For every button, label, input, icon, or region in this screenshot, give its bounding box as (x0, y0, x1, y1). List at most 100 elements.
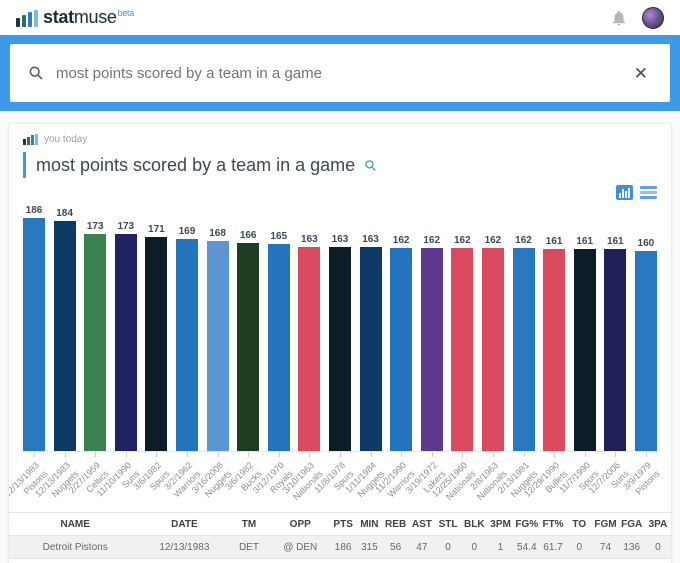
column-header: OPP (289, 518, 311, 530)
bar-nuggets-16[interactable] (512, 248, 535, 451)
column-header: BLK (464, 518, 485, 530)
bars-row: 186 12/13/1983 Pistons 184 12/13/1983 Nuggets… (9, 205, 661, 502)
bar-column: 161 12/29/1990 Bullets (522, 236, 569, 499)
bar-column: 168 3/16/2008 Nuggets (189, 228, 233, 499)
bar-lakers-13[interactable] (420, 248, 443, 451)
bar-value-label: 162 (453, 235, 471, 247)
query-title: most points scored by a team in a game (36, 154, 356, 175)
table-view-toggle-icon[interactable] (640, 186, 657, 199)
logo-text: statmusebeta (43, 7, 135, 27)
answer-card: you today most points scored by a team i… (8, 123, 672, 563)
table-cell: 0 (576, 541, 583, 553)
column-header: MIN (360, 518, 379, 530)
bar-value-label: 161 (576, 236, 594, 248)
bar-value-label: 186 (25, 205, 43, 216)
bar-value-label: 160 (637, 237, 655, 249)
bar-warriors-5[interactable] (175, 239, 198, 451)
bar-bucks-7[interactable] (237, 243, 260, 451)
chart-view-toggle-icon[interactable] (616, 185, 633, 200)
table-cell: 1 (497, 541, 504, 553)
bar-celtics-2[interactable] (84, 234, 107, 451)
table-cell: 0 (655, 541, 661, 553)
rerun-search-icon[interactable] (364, 159, 377, 172)
column-header: PTS (333, 518, 353, 530)
notifications-bell-icon[interactable] (610, 9, 628, 27)
clear-search-icon[interactable]: ✕ (633, 63, 648, 83)
bar-value-label: 166 (239, 230, 257, 242)
bar-column: 160 3/9/1979 Pistons (621, 237, 661, 497)
view-toggles (23, 185, 657, 200)
bar-pistons-20[interactable] (634, 250, 657, 451)
bar-nationals-9[interactable] (298, 246, 321, 451)
column-header: AST (411, 518, 432, 530)
bar-column: 162 2/8/1963 Nationals (468, 235, 508, 502)
table-cell: 47 (416, 541, 428, 553)
top-header: statmusebeta (0, 0, 680, 35)
bar-column: 162 2/13/1981 Nuggets (495, 235, 539, 499)
bar-nationals-15[interactable] (481, 248, 504, 451)
bar-column: 161 12/7/2006 Suns (587, 236, 631, 495)
stats-table: NAME DATE TM OPP PTS MIN REB AST STL BLK 3PM FG% FT%… (9, 512, 671, 559)
bar-spurs-18[interactable] (573, 249, 596, 451)
table-cell: 0 (445, 541, 451, 553)
bar-nuggets-1[interactable] (53, 220, 76, 451)
table-cell: 54.4 (517, 541, 537, 553)
column-header: NAME (60, 518, 90, 530)
column-header: FT% (542, 518, 564, 530)
table-cell: @ DEN (283, 541, 318, 553)
bar-nationals-14[interactable] (451, 248, 474, 451)
bar-column: 169 3/2/1962 Warriors (162, 226, 202, 499)
column-header: REB (385, 518, 407, 530)
bar-nuggets-6[interactable] (206, 240, 229, 451)
bar-column: 166 3/6/1982 Bucks (223, 230, 263, 493)
search-box: ✕ (10, 44, 670, 102)
bar-column: 163 11/8/1978 Spurs (312, 234, 355, 495)
table-cell: 0 (471, 541, 478, 553)
column-header: FG% (515, 518, 539, 530)
bar-pistons-0[interactable] (23, 218, 45, 451)
search-icon (29, 66, 43, 80)
bar-value-label: 162 (423, 235, 441, 247)
bar-bullets-17[interactable] (543, 249, 566, 451)
bar-spurs-10[interactable] (328, 246, 351, 451)
bar-column: 162 3/19/1972 Lakers (403, 235, 447, 495)
table-cell: 12/13/1983 (159, 541, 210, 553)
table-header-row: NAME DATE TM OPP PTS MIN REB AST STL BLK 3PM FG% FT%… (9, 513, 671, 535)
bar-suns-19[interactable] (604, 249, 627, 451)
column-header: FGM (594, 518, 617, 530)
table-cell: 315 (361, 541, 378, 553)
bar-column: 184 12/13/1983 Nuggets (33, 208, 80, 500)
bar-value-label: 162 (392, 235, 410, 247)
bar-value-label: 161 (545, 236, 563, 248)
column-header: STL (438, 518, 458, 530)
bar-spurs-4[interactable] (145, 236, 168, 451)
table-cell: Detroit Pistons (42, 541, 108, 553)
column-header: 3PA (648, 518, 668, 530)
bar-nuggets-11[interactable] (359, 246, 382, 451)
beta-badge: beta (117, 8, 135, 18)
bar-column: 165 3/12/1970 Royals (250, 231, 294, 495)
search-band: ✕ (0, 35, 680, 111)
column-header: TM (241, 518, 257, 530)
statmuse-logo[interactable]: statmusebeta (16, 7, 134, 28)
points-bar-chart: 186 12/13/1983 Pistons 184 12/13/1983 Nuggets… (9, 205, 661, 506)
search-input[interactable] (56, 64, 618, 82)
bar-column: 162 11/2/1990 Warriors (373, 235, 416, 499)
bar-value-label: 169 (178, 226, 196, 238)
meta-label: you today (44, 134, 88, 145)
bar-column: 173 2/27/1959 Celtics (67, 221, 111, 495)
bar-royals-8[interactable] (267, 244, 290, 451)
bar-value-label: 161 (606, 236, 624, 248)
bar-value-label: 162 (515, 235, 532, 247)
column-header: 3PM (490, 518, 511, 530)
user-avatar[interactable] (642, 6, 664, 29)
table-row[interactable]: Detroit Pistons 12/13/1983 DET @ DEN 186 315 5… (9, 535, 671, 559)
bar-value-label: 173 (86, 221, 104, 233)
bar-suns-3[interactable] (114, 234, 137, 451)
bar-warriors-12[interactable] (390, 248, 413, 451)
bar-value-label: 162 (484, 235, 502, 247)
bar-column: 162 12/25/1960 Nationals (430, 235, 477, 502)
bar-column: 171 3/6/1982 Spurs (132, 224, 172, 492)
bar-value-label: 165 (270, 231, 288, 243)
column-header: FGA (621, 518, 643, 530)
